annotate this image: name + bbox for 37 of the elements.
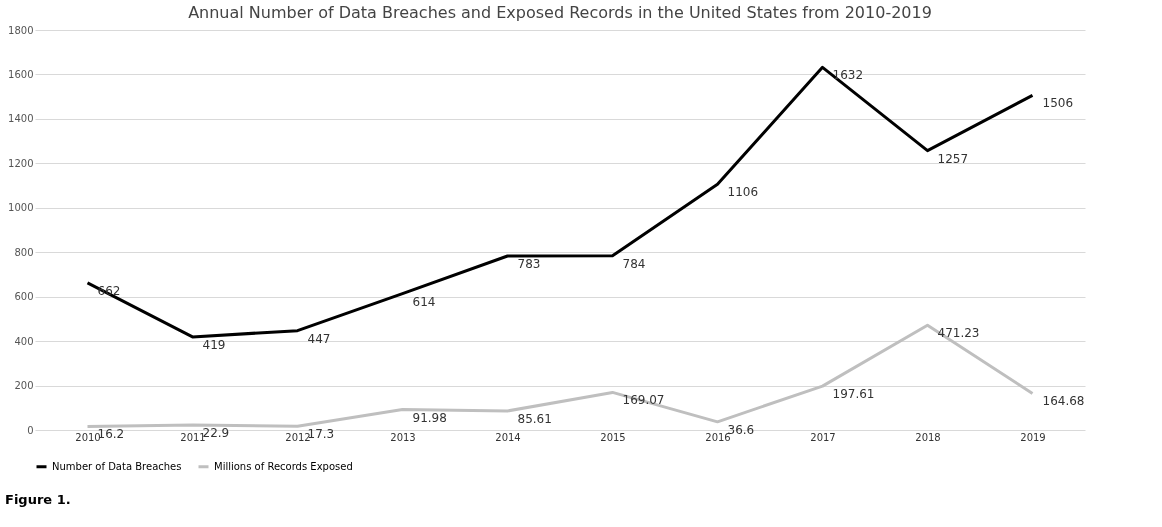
chart-title: Annual Number of Data Breaches and Exposed Records in the United States from 2010-2019 <box>188 3 932 22</box>
y-tick-label: 1600 <box>8 68 34 80</box>
legend-label: Millions of Records Exposed <box>214 460 353 472</box>
x-tick-label: 2012 <box>285 431 311 443</box>
y-tick-label: 1400 <box>8 113 34 125</box>
legend-label: Number of Data Breaches <box>52 460 182 472</box>
data-label: 783 <box>517 257 541 271</box>
data-label: 85.61 <box>517 411 552 426</box>
y-tick-label: 400 <box>14 335 34 347</box>
y-tick-label: 600 <box>14 291 34 303</box>
caption: Figure 1. <box>5 492 71 507</box>
x-tick-label: 2010 <box>75 431 101 443</box>
y-tick-label: 1000 <box>8 202 34 214</box>
data-label: 197.61 <box>832 387 875 402</box>
x-tick-label: 2019 <box>1020 431 1046 443</box>
data-label: 447 <box>307 331 331 346</box>
data-label: 1506 <box>1042 96 1074 111</box>
data-label: 1257 <box>937 151 969 166</box>
data-label: 419 <box>202 337 226 352</box>
y-tick-label: 200 <box>14 380 34 392</box>
y-tick-label: 0 <box>27 424 34 436</box>
data-label: 614 <box>412 294 436 309</box>
data-label: 1632 <box>832 68 864 83</box>
x-tick-label: 2014 <box>495 431 521 443</box>
data-label: 1106 <box>727 185 759 200</box>
data-label: 164.68 <box>1042 394 1085 409</box>
x-tick-label: 2015 <box>600 431 626 443</box>
x-tick-label: 2013 <box>390 431 416 443</box>
y-tick-label: 800 <box>14 246 34 258</box>
x-tick-label: 2018 <box>915 431 941 443</box>
data-label: 91.98 <box>412 410 447 425</box>
x-tick-label: 2017 <box>810 431 836 443</box>
y-tick-label: 1800 <box>8 24 34 36</box>
y-tick-label: 1200 <box>8 157 34 169</box>
data-label: 169.07 <box>622 393 665 408</box>
data-label: 784 <box>622 256 646 271</box>
data-label: 471.23 <box>937 326 980 341</box>
